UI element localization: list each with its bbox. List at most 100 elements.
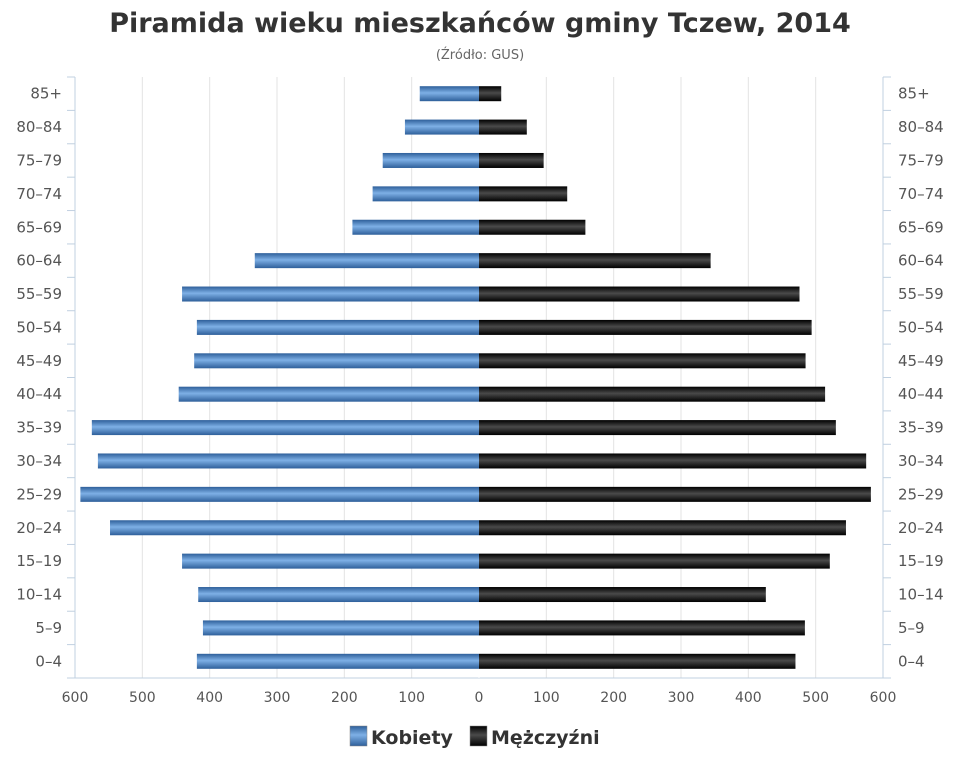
legend-label-men: Mężczyźni bbox=[491, 727, 600, 749]
axes bbox=[67, 76, 891, 679]
women-bar[interactable] bbox=[178, 386, 479, 402]
legend-item-men[interactable]: Mężczyźni bbox=[469, 725, 600, 749]
men-bar[interactable] bbox=[479, 386, 826, 402]
legend-swatch-men bbox=[469, 725, 488, 747]
men-bar[interactable] bbox=[479, 453, 867, 469]
age-group-label-left: 50–54 bbox=[16, 318, 62, 336]
women-bar[interactable] bbox=[91, 420, 479, 436]
men-bar[interactable] bbox=[479, 186, 568, 202]
age-group-label-left: 20–24 bbox=[16, 519, 62, 537]
age-group-label-right: 15–19 bbox=[898, 552, 944, 570]
legend-label-women: Kobiety bbox=[371, 727, 454, 749]
x-tick-label: 100 bbox=[533, 690, 560, 706]
age-group-label-right: 80–84 bbox=[898, 118, 944, 136]
x-tick-label: 500 bbox=[802, 690, 829, 706]
chart-title: Piramida wieku mieszkańców gminy Tczew, … bbox=[109, 8, 851, 39]
men-bar[interactable] bbox=[479, 553, 830, 569]
women-bar[interactable] bbox=[196, 653, 479, 669]
age-group-label-left: 55–59 bbox=[16, 285, 62, 303]
women-bar[interactable] bbox=[182, 286, 479, 302]
age-group-label-left: 30–34 bbox=[16, 452, 62, 470]
women-bar[interactable] bbox=[196, 319, 479, 335]
women-bar[interactable] bbox=[182, 553, 479, 569]
x-tick-label: 500 bbox=[129, 690, 156, 706]
age-group-label-left: 5–9 bbox=[35, 619, 62, 637]
women-bar[interactable] bbox=[80, 486, 480, 502]
women-bar[interactable] bbox=[198, 587, 479, 603]
age-group-label-right: 10–14 bbox=[898, 586, 944, 604]
age-group-label-right: 25–29 bbox=[898, 485, 944, 503]
women-bar[interactable] bbox=[194, 353, 479, 369]
age-group-label-left: 35–39 bbox=[16, 419, 62, 437]
men-bar[interactable] bbox=[479, 620, 805, 636]
x-tick-label: 300 bbox=[264, 690, 291, 706]
x-tick-label: 600 bbox=[870, 690, 897, 706]
men-bar[interactable] bbox=[479, 86, 502, 102]
men-bar[interactable] bbox=[479, 286, 800, 302]
age-group-label-right: 70–74 bbox=[898, 185, 944, 203]
age-group-label-right: 55–59 bbox=[898, 285, 944, 303]
men-bar[interactable] bbox=[479, 587, 766, 603]
x-tick-label: 600 bbox=[62, 690, 89, 706]
age-group-label-right: 30–34 bbox=[898, 452, 944, 470]
age-group-label-left: 25–29 bbox=[16, 485, 62, 503]
category-labels: 85+ 85+ 80–84 80–84 75–79 75–79 70–74 70–74 65–6… bbox=[16, 85, 943, 671]
women-bar[interactable] bbox=[202, 620, 479, 636]
women-bar[interactable] bbox=[419, 86, 479, 102]
age-group-label-right: 75–79 bbox=[898, 151, 944, 169]
age-group-label-left: 80–84 bbox=[16, 118, 62, 136]
men-bar[interactable] bbox=[479, 319, 812, 335]
x-tick-label: 0 bbox=[475, 690, 484, 706]
age-group-label-right: 40–44 bbox=[898, 385, 944, 403]
x-tick-label: 400 bbox=[196, 690, 223, 706]
x-tick-label: 100 bbox=[398, 690, 425, 706]
men-bar[interactable] bbox=[479, 119, 527, 135]
x-tick-labels: 600 500 400 300 200 100 0 100 200 300 400 500 600 bbox=[62, 690, 897, 706]
bars bbox=[80, 86, 871, 669]
x-tick-label: 300 bbox=[668, 690, 695, 706]
age-group-label-right: 35–39 bbox=[898, 419, 944, 437]
age-group-label-left: 60–64 bbox=[16, 252, 62, 270]
women-bar[interactable] bbox=[352, 219, 479, 235]
age-group-label-left: 15–19 bbox=[16, 552, 62, 570]
women-bar[interactable] bbox=[372, 186, 479, 202]
age-group-label-right: 20–24 bbox=[898, 519, 944, 537]
age-group-label-right: 45–49 bbox=[898, 352, 944, 370]
legend-item-women[interactable]: Kobiety bbox=[349, 725, 454, 749]
age-group-label-right: 5–9 bbox=[898, 619, 925, 637]
age-group-label-right: 65–69 bbox=[898, 218, 944, 236]
age-group-label-right: 85+ bbox=[898, 85, 930, 103]
age-group-label-left: 45–49 bbox=[16, 352, 62, 370]
age-group-label-left: 85+ bbox=[30, 85, 62, 103]
x-tick-label: 200 bbox=[600, 690, 627, 706]
age-group-label-right: 50–54 bbox=[898, 318, 944, 336]
women-bar[interactable] bbox=[254, 253, 479, 269]
x-tick-label: 400 bbox=[735, 690, 762, 706]
men-bar[interactable] bbox=[479, 253, 711, 269]
age-group-label-left: 10–14 bbox=[16, 586, 62, 604]
women-bar[interactable] bbox=[97, 453, 479, 469]
men-bar[interactable] bbox=[479, 353, 806, 369]
men-bar[interactable] bbox=[479, 152, 544, 168]
women-bar[interactable] bbox=[404, 119, 479, 135]
women-bar[interactable] bbox=[110, 520, 479, 536]
men-bar[interactable] bbox=[479, 420, 836, 436]
women-bar[interactable] bbox=[382, 152, 479, 168]
age-group-label-right: 60–64 bbox=[898, 252, 944, 270]
legend-swatch-women bbox=[349, 725, 368, 747]
men-bar[interactable] bbox=[479, 486, 871, 502]
men-bar[interactable] bbox=[479, 653, 796, 669]
legend[interactable]: Kobiety Mężczyźni bbox=[349, 725, 600, 749]
chart-subtitle: (Źródło: GUS) bbox=[436, 47, 524, 63]
age-group-label-left: 70–74 bbox=[16, 185, 62, 203]
age-group-label-right: 0–4 bbox=[898, 652, 925, 670]
age-group-label-left: 65–69 bbox=[16, 218, 62, 236]
men-bar[interactable] bbox=[479, 520, 846, 536]
age-group-label-left: 0–4 bbox=[35, 652, 62, 670]
age-group-label-left: 40–44 bbox=[16, 385, 62, 403]
men-bar[interactable] bbox=[479, 219, 586, 235]
x-tick-label: 200 bbox=[331, 690, 358, 706]
age-group-label-left: 75–79 bbox=[16, 151, 62, 169]
